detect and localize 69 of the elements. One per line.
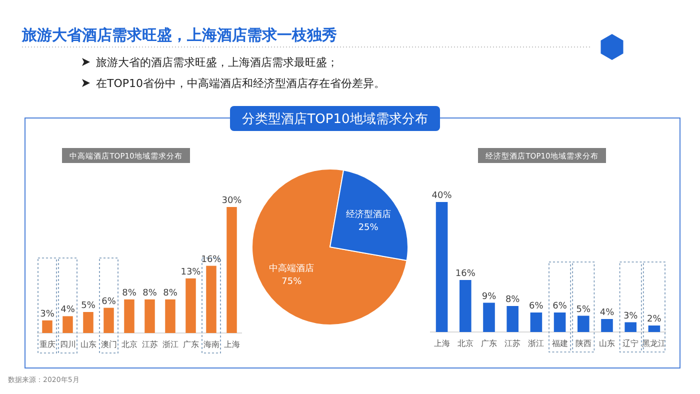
x-tick-label: 山东 xyxy=(599,339,615,348)
x-tick-label: 浙江 xyxy=(528,339,544,348)
data-label: 8% xyxy=(142,288,158,298)
data-label: 3% xyxy=(40,309,55,320)
data-label: 4% xyxy=(60,305,76,316)
data-label: 8% xyxy=(122,288,137,298)
bar xyxy=(206,266,216,333)
x-tick-label: 陕西 xyxy=(575,339,592,348)
x-tick-label: 北京 xyxy=(121,340,138,349)
x-tick-label: 上海 xyxy=(224,340,240,349)
bar xyxy=(186,278,196,333)
x-tick-label: 海南 xyxy=(203,340,220,349)
x-tick-label: 四川 xyxy=(60,340,76,349)
bar xyxy=(460,280,472,332)
bar xyxy=(42,320,52,333)
bar xyxy=(165,299,176,333)
slice-label: 经济型酒店 xyxy=(346,209,391,220)
data-label: 6% xyxy=(102,296,116,307)
bar xyxy=(483,302,495,332)
x-tick-label: 江苏 xyxy=(504,339,521,348)
pie-slice xyxy=(252,168,408,326)
bar xyxy=(83,312,94,333)
bar xyxy=(578,316,590,332)
text: 旅游大省的酒店需求旺盛，上海酒店需求最旺盛； xyxy=(96,56,338,69)
x-tick-label: 澳门 xyxy=(100,340,117,349)
data-label: 6% xyxy=(552,302,568,312)
bar xyxy=(124,299,134,333)
slice-label: 中高端酒店 xyxy=(269,262,314,274)
bar xyxy=(62,316,73,333)
bar xyxy=(226,207,237,333)
bar xyxy=(554,312,566,332)
x-tick-label: 黑龙江 xyxy=(642,339,666,348)
data-label: 2% xyxy=(647,314,662,324)
text: 旅游大省酒店需求旺盛，上海酒店需求一枝独秀 xyxy=(21,26,337,44)
data-label: 30% xyxy=(222,196,242,206)
data-label: 9% xyxy=(482,292,497,302)
data-label: 13% xyxy=(180,267,202,278)
bar xyxy=(104,308,114,333)
x-tick-label: 山东 xyxy=(80,340,96,349)
data-label: 40% xyxy=(432,191,452,201)
x-tick-label: 福建 xyxy=(552,339,568,348)
bar xyxy=(436,202,448,332)
x-tick-label: 广东 xyxy=(481,339,497,348)
data-label: 5% xyxy=(81,301,96,311)
data-label: 8% xyxy=(505,295,520,305)
data-label: 25% xyxy=(358,223,379,234)
x-tick-label: 浙江 xyxy=(162,340,178,349)
bar xyxy=(601,319,613,332)
data-label: 75% xyxy=(282,276,302,287)
x-tick-label: 上海 xyxy=(434,339,450,348)
x-tick-label: 重庆 xyxy=(39,340,56,349)
bar xyxy=(530,312,542,332)
x-tick-label: 辽宁 xyxy=(622,339,639,348)
chart-title: 分类型酒店TOP10地域需求分布 xyxy=(242,111,428,127)
text: 在TOP10省份中，中高端酒店和经济型酒店存在省份差异。 xyxy=(96,77,386,90)
bar xyxy=(506,306,518,332)
bar xyxy=(648,326,660,332)
x-tick-label: 北京 xyxy=(457,339,474,348)
data-label: 3% xyxy=(623,311,638,322)
data-label: 16% xyxy=(201,254,222,265)
data-label: 8% xyxy=(163,288,178,298)
data-label: 16% xyxy=(455,269,476,279)
bar xyxy=(144,299,155,333)
x-tick-label: 广东 xyxy=(182,340,199,349)
bar xyxy=(624,322,636,332)
data-label: 6% xyxy=(529,302,544,312)
data-label: 4% xyxy=(600,308,615,318)
x-tick-label: 江苏 xyxy=(142,340,158,349)
data-label: 5% xyxy=(576,304,591,315)
